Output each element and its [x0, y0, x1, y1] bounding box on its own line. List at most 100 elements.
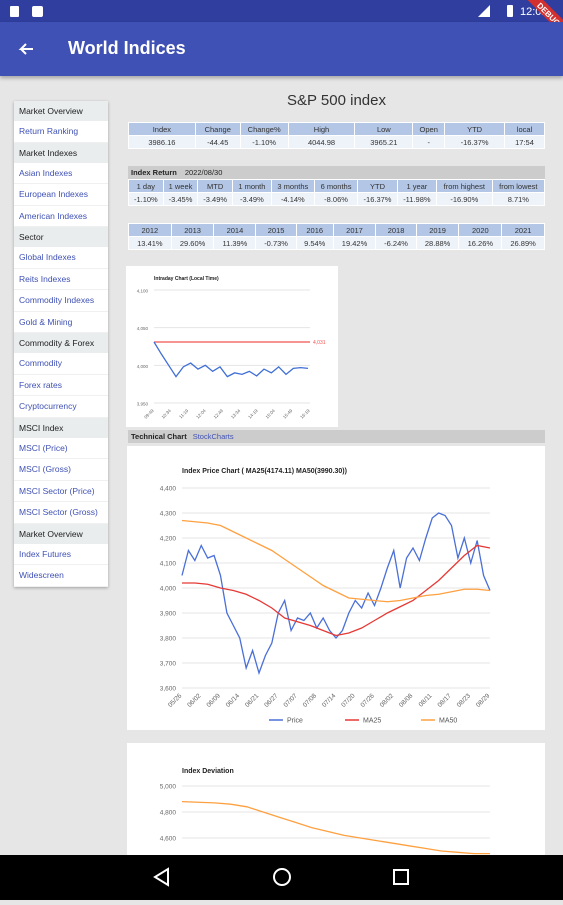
x-tick-label: 11:19: [178, 408, 190, 420]
header-cell: 2013: [170, 223, 215, 237]
menu-item[interactable]: European Indexes: [14, 184, 108, 206]
header-cell: 1 day: [128, 179, 164, 193]
nav-back[interactable]: [153, 867, 169, 887]
x-tick-label: 06/14: [225, 692, 242, 709]
header-cell: 2020: [458, 223, 503, 237]
menu-item[interactable]: Commodity: [14, 353, 108, 375]
menu-item[interactable]: Cryptocurrency: [14, 396, 108, 418]
value-cell: -44.45: [194, 135, 241, 149]
sidebar: Market Overview Return Ranking Market Inde…: [14, 101, 108, 587]
section-title: Index Return: [131, 168, 177, 177]
x-tick-label: 08/29: [475, 692, 492, 709]
header-cell: YTD: [357, 179, 398, 193]
menu-item[interactable]: MSCI (Gross): [14, 459, 108, 481]
chart: Index Price Chart ( MA25(4174.11) MA50(3…: [160, 468, 492, 725]
y-tick-label: 3,800: [160, 636, 177, 643]
header-cell: 2019: [415, 223, 460, 237]
x-tick-label: 08/23: [456, 692, 473, 709]
value-cell: 28.88%: [415, 236, 460, 250]
menu-item[interactable]: Index Futures: [14, 544, 108, 565]
chart-title: Index Price Chart ( MA25(4174.11) MA50(3…: [182, 468, 347, 475]
section-header: Market Indexes: [14, 142, 108, 163]
header-cell: 2016: [295, 223, 334, 237]
data-table: Index Change Change% High Low Open YTD local 398…: [128, 122, 545, 149]
back-button[interactable]: [16, 40, 36, 60]
menu-item[interactable]: MSCI Sector (Price): [14, 481, 108, 502]
menu-item[interactable]: Forex rates: [14, 375, 108, 396]
legend-label: Price: [287, 718, 303, 725]
section-header: MSCI Index: [14, 417, 108, 438]
menu-item[interactable]: Global Indexes: [14, 247, 108, 269]
y-tick-label: 4,800: [160, 810, 177, 817]
y-tick-label: 4,300: [160, 511, 177, 518]
value-cell: -6.24%: [375, 236, 417, 250]
header-row: 1 day 1 week MTD 1 month 3 months 6 months YTD…: [128, 179, 546, 193]
data-table: 2012 2013 2014 2015 2016 2017 2018 2019 2020 2021…: [128, 223, 545, 250]
value-cell: -: [412, 135, 446, 149]
header-row: Index Change Change% High Low Open YTD local: [128, 122, 545, 136]
x-tick-label: 07/20: [340, 692, 357, 709]
header-cell: Change: [194, 122, 241, 136]
x-tick-label: 15:49: [282, 408, 294, 420]
menu-item[interactable]: Reits Indexes: [14, 269, 108, 290]
y-tick-label: 4,600: [160, 836, 177, 843]
menu-item[interactable]: MSCI Sector (Gross): [14, 502, 108, 524]
data-table: 1 day 1 week MTD 1 month 3 months 6 months YTD…: [128, 179, 546, 206]
nav-recent[interactable]: [393, 869, 409, 885]
value-cell: -16.37%: [444, 135, 506, 149]
value-cell: 9.54%: [295, 236, 334, 250]
menu-item[interactable]: MSCI (Price): [14, 438, 108, 459]
header-cell: MTD: [197, 179, 234, 193]
value-cell: -16.37%: [357, 192, 398, 206]
x-tick-label: 16:19: [299, 408, 311, 420]
menu-item[interactable]: American Indexes: [14, 206, 108, 227]
header-cell: Index: [128, 122, 196, 136]
menu-item[interactable]: Widescreen: [14, 565, 108, 587]
app-bar: [0, 22, 563, 76]
header-cell: 2021: [501, 223, 545, 237]
header-cell: from lowest: [491, 179, 546, 193]
chart: Index Deviation 5,000 4,800 4,600: [160, 768, 490, 855]
value-cell: -1.10%: [239, 135, 289, 149]
header-cell: 6 months: [313, 179, 359, 193]
x-tick-label: 06/21: [244, 692, 261, 709]
x-tick-label: 08/17: [436, 692, 453, 709]
value-cell: -1.10%: [128, 192, 164, 206]
x-tick-label: 08/08: [398, 692, 415, 709]
value-cell: 4044.98: [287, 135, 356, 149]
value-cell: 8.71%: [491, 192, 546, 206]
status-bar: 12:02 DEBUG: [0, 0, 563, 39]
y-tick-label: 4,200: [160, 536, 177, 543]
menu-item[interactable]: Commodity Indexes: [14, 290, 108, 312]
menu-item[interactable]: Return Ranking: [14, 121, 108, 143]
x-tick-label: 12:04: [195, 408, 207, 420]
value-cell: 3986.16: [128, 135, 196, 149]
series-line: [181, 519, 491, 603]
value-cell: 16.26%: [458, 236, 503, 250]
y-tick-label: 4,100: [160, 561, 177, 568]
menu-item[interactable]: Gold & Mining: [14, 312, 108, 333]
header-cell: High: [287, 122, 356, 136]
header-cell: Open: [412, 122, 446, 136]
x-tick-label: 13:34: [230, 408, 242, 420]
value-cell: 26.89%: [501, 236, 545, 250]
page-title: S&P 500 index: [287, 92, 386, 109]
nav-home[interactable]: [273, 868, 291, 886]
x-tick-label: 15:04: [265, 408, 277, 420]
section-header: Sector: [14, 227, 108, 247]
series-line: [181, 800, 490, 855]
x-tick-label: 07/14: [321, 692, 338, 709]
chart-title: Index Deviation: [182, 768, 234, 775]
value-cell: 3965.21: [354, 135, 414, 149]
y-tick-label: 4,000: [137, 364, 149, 369]
series-line: [182, 544, 491, 637]
x-tick-label: 06/02: [186, 692, 203, 709]
nav-icons: [153, 867, 409, 887]
y-tick-label: 3,700: [160, 661, 177, 668]
app-title: World Indices: [68, 38, 186, 58]
nav-bar: [0, 855, 563, 900]
header-cell: YTD: [444, 122, 506, 136]
menu-item[interactable]: Asian Indexes: [14, 163, 108, 184]
stockcharts-link[interactable]: StockCharts: [192, 432, 234, 441]
y-tick-label: 4,100: [137, 289, 149, 294]
